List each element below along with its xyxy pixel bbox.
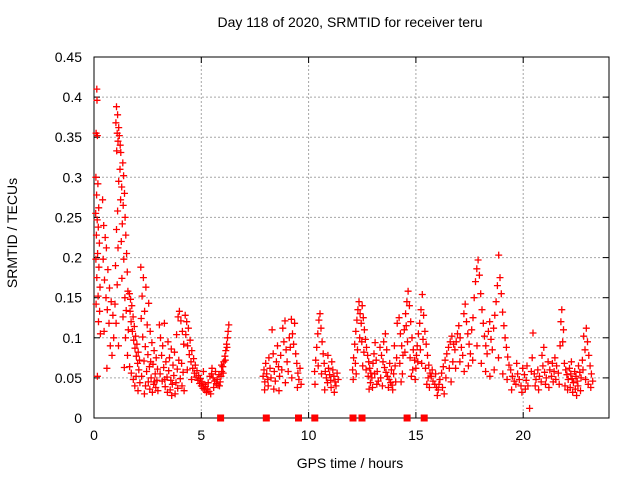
x-axis-label: GPS time / hours <box>297 455 404 471</box>
y-tick-label: 0.15 <box>55 290 82 306</box>
y-tick-label: 0 <box>74 410 82 426</box>
x-tick-label: 20 <box>515 427 531 443</box>
y-tick-label: 0.3 <box>63 169 83 185</box>
y-tick-label: 0.4 <box>63 89 83 105</box>
y-tick-label: 0.1 <box>63 330 83 346</box>
y-tick-label: 0.2 <box>63 250 83 266</box>
gap-marker-series <box>217 414 428 422</box>
plot-border <box>93 56 610 419</box>
scatter-point-series <box>92 85 597 412</box>
y-tick-label: 0.45 <box>55 49 82 65</box>
grid-lines <box>94 57 609 418</box>
tick-labels: 0 5 10 15 20 0 0.05 0.1 0.15 0.2 0.25 0.3 0.35 0.4 0.4… <box>55 49 531 443</box>
y-tick-label: 0.35 <box>55 129 82 145</box>
chart-title: Day 118 of 2020, SRMTID for receiver ter… <box>217 14 482 30</box>
y-tick-label: 0.05 <box>55 370 82 386</box>
axis-ticks <box>93 56 609 419</box>
x-tick-label: 0 <box>90 427 98 443</box>
y-axis-label: SRMTID / TECUs <box>4 178 20 288</box>
x-tick-label: 10 <box>301 427 317 443</box>
y-tick-label: 0.25 <box>55 209 82 225</box>
x-tick-label: 15 <box>408 427 424 443</box>
x-tick-label: 5 <box>197 427 205 443</box>
